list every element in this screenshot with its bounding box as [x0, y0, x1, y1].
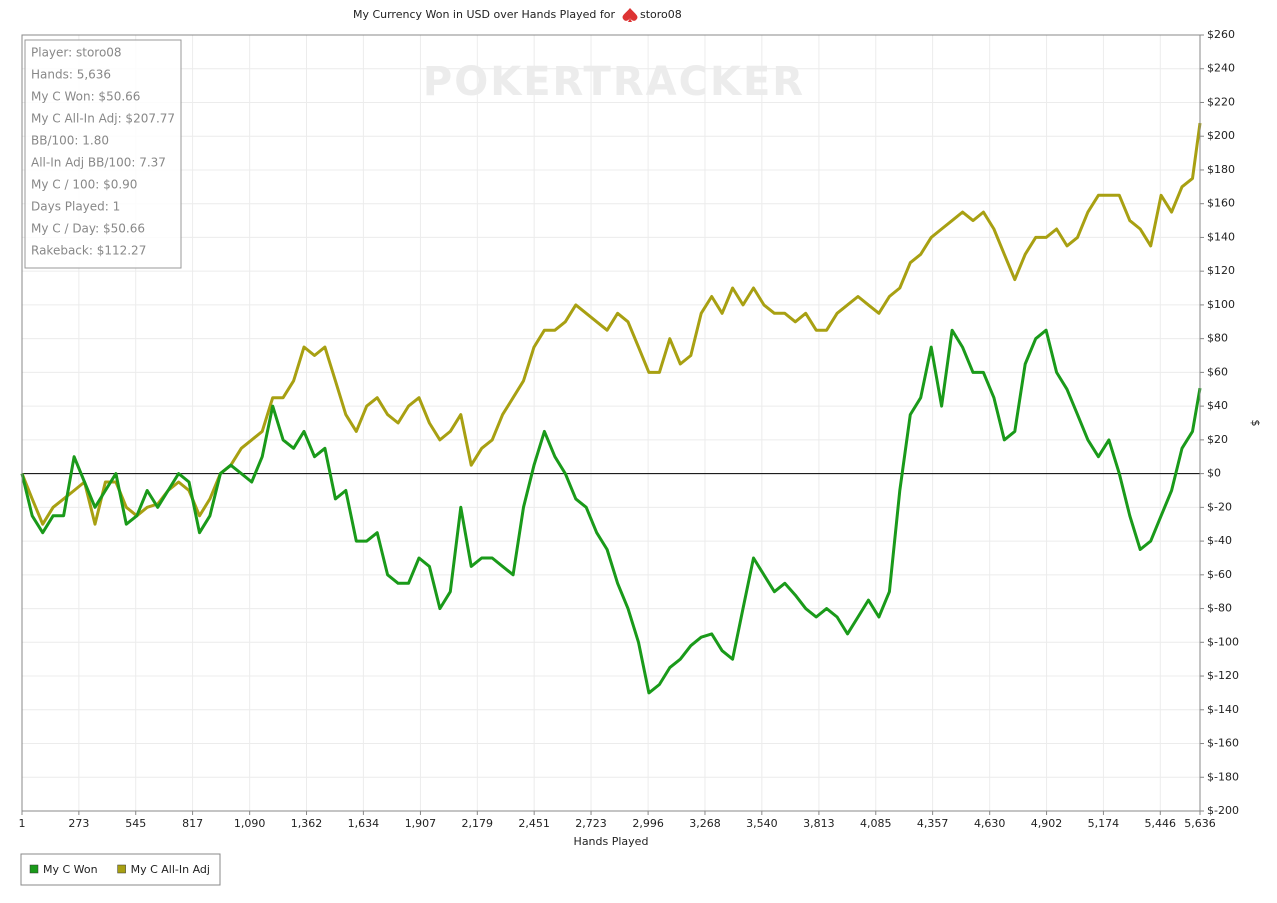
plot-border: [21, 34, 1201, 812]
plot-area: [20, 122, 1202, 695]
stat-line: My C / Day: $50.66: [31, 222, 145, 236]
y-tick-label: $240: [1207, 62, 1235, 75]
x-tick-label: 545: [125, 817, 146, 830]
y-tick-label: $60: [1207, 365, 1228, 378]
x-tick-label: 4,902: [1031, 817, 1063, 830]
y-tick-label: $200: [1207, 129, 1235, 142]
y-tick-label: $-200: [1207, 804, 1239, 817]
x-tick-label: 4,085: [860, 817, 892, 830]
y-axis-label: $: [1249, 420, 1262, 427]
x-tick-label: 3,268: [689, 817, 721, 830]
y-tick-label: $100: [1207, 298, 1235, 311]
stat-line: Hands: 5,636: [31, 68, 111, 82]
x-tick-label: 2,179: [462, 817, 494, 830]
y-tick-label: $-20: [1207, 500, 1232, 513]
x-tick-label: 4,357: [917, 817, 949, 830]
x-tick-label: 3,813: [803, 817, 835, 830]
y-tick-label: $-100: [1207, 635, 1239, 648]
x-tick-label: 5,174: [1088, 817, 1120, 830]
spade-icon: [622, 8, 638, 22]
stats-frame: [24, 39, 182, 269]
stat-line: BB/100: 1.80: [31, 134, 109, 148]
x-axis-label: Hands Played: [574, 835, 649, 848]
x-tick-label: 5,446: [1145, 817, 1177, 830]
stat-line: My C / 100: $0.90: [31, 178, 137, 192]
y-tick-label: $-120: [1207, 669, 1239, 682]
legend-label: My C All-In Adj: [131, 863, 210, 876]
stat-line: Days Played: 1: [31, 200, 120, 214]
y-tick-label: $-160: [1207, 737, 1239, 750]
x-tick-label: 3,540: [746, 817, 778, 830]
x-tick-label: 1,362: [291, 817, 323, 830]
title-group: My Currency Won in USD over Hands Played…: [353, 8, 682, 22]
y-tick-label: $-140: [1207, 703, 1239, 716]
x-tick-label: 5,636: [1184, 817, 1216, 830]
stat-line: My C All-In Adj: $207.77: [31, 112, 175, 126]
series-line: [20, 328, 1202, 695]
y-tick-label: $80: [1207, 332, 1228, 345]
y-tick-label: $220: [1207, 95, 1235, 108]
x-tick-label: 2,723: [575, 817, 607, 830]
y-tick-label: $20: [1207, 433, 1228, 446]
stat-line: Rakeback: $112.27: [31, 244, 146, 258]
x-tick-label: 273: [68, 817, 89, 830]
x-tick-label: 817: [182, 817, 203, 830]
y-tick-label: $260: [1207, 28, 1235, 41]
x-tick-label: 1,907: [405, 817, 437, 830]
legend-swatch: [29, 864, 39, 874]
legend: My C Won My C All-In Adj: [20, 853, 221, 886]
x-tick-label: 4,630: [974, 817, 1006, 830]
watermark: POKERTRACKER: [423, 59, 805, 105]
y-tick-label: $-80: [1207, 602, 1232, 615]
stat-line: Player: storo08: [31, 46, 122, 60]
y-tick-label: $40: [1207, 399, 1228, 412]
stat-line: My C Won: $50.66: [31, 90, 140, 104]
y-tick-label: $0: [1207, 467, 1221, 480]
y-tick-label: $160: [1207, 197, 1235, 210]
stats-box: Player: storo08 Hands: 5,636 My C Won: $50…: [24, 39, 182, 269]
chart-title-player: storo08: [640, 8, 682, 21]
x-tick-label: 1: [19, 817, 26, 830]
chart-title: My Currency Won in USD over Hands Played…: [353, 8, 616, 21]
y-tick-label: $-60: [1207, 568, 1232, 581]
y-tick-label: $180: [1207, 163, 1235, 176]
x-tick-label: 2,996: [632, 817, 664, 830]
y-tick-label: $120: [1207, 264, 1235, 277]
x-tick-label: 1,634: [348, 817, 380, 830]
legend-label: My C Won: [43, 863, 98, 876]
legend-swatch: [117, 864, 126, 874]
x-tick-label: 2,451: [518, 817, 550, 830]
y-tick-label: $-180: [1207, 770, 1239, 783]
y-tick-label: $-40: [1207, 534, 1232, 547]
x-tick-label: 1,090: [234, 817, 266, 830]
y-tick-label: $140: [1207, 230, 1235, 243]
stat-line: All-In Adj BB/100: 7.37: [31, 156, 166, 170]
